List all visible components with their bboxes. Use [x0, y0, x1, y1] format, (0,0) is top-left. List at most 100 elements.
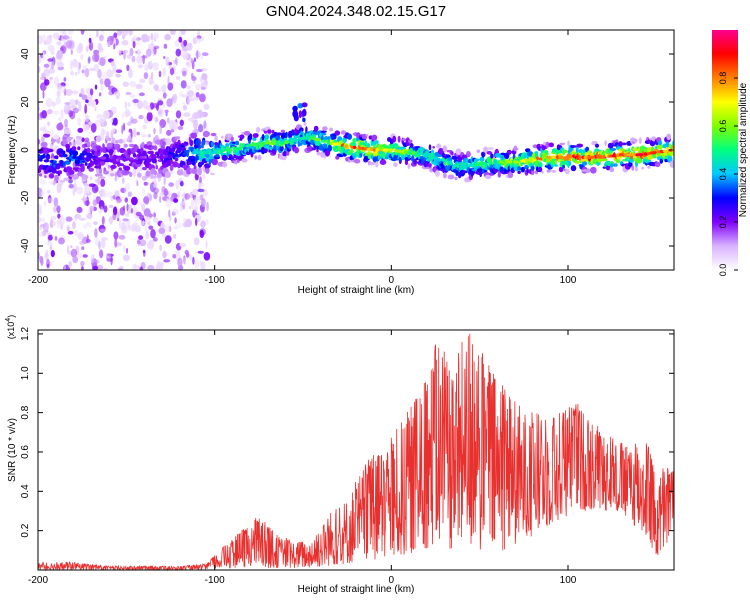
ridge-blob: [279, 145, 284, 152]
noise-blob: [185, 96, 190, 105]
noise-blob: [145, 48, 152, 57]
noise-blob: [129, 116, 134, 124]
ridge-blob: [553, 160, 557, 164]
noise-blob: [130, 208, 134, 214]
noise-blob: [82, 223, 88, 229]
ridge-blob: [633, 138, 638, 144]
snr-y-axis: 0.2 0.4 0.6 0.8 1.0 1.2: [20, 327, 674, 538]
noise-blob: [186, 42, 193, 51]
ridge-blob: [186, 151, 190, 158]
ridge-core: [239, 145, 244, 150]
noise-blob: [47, 58, 54, 62]
noise-blob: [129, 94, 136, 99]
noise-blob: [153, 84, 159, 91]
ridge-blob: [103, 170, 109, 175]
noise-blob: [117, 49, 124, 54]
ridge-blob: [443, 172, 447, 179]
ridge-blob: [174, 157, 179, 162]
noise-blob: [128, 68, 133, 79]
noise-blob: [136, 166, 141, 174]
noise-blob: [99, 34, 104, 42]
noise-blob: [149, 80, 155, 85]
noise-blob: [91, 254, 95, 264]
noise-blob: [182, 47, 189, 52]
noise-blob: [136, 41, 141, 46]
noise-blob: [123, 245, 126, 253]
noise-blob: [135, 211, 142, 217]
ridge-blob: [108, 148, 114, 156]
noise-blob: [168, 64, 173, 69]
noise-blob: [164, 223, 171, 233]
ridge-blob: [99, 173, 103, 178]
noise-blob: [39, 111, 44, 119]
noise-blob: [123, 254, 130, 262]
noise-blob: [177, 257, 183, 267]
noise-blob: [46, 109, 53, 115]
noise-blob: [190, 57, 193, 64]
ridge-blob: [198, 168, 202, 176]
ridge-blob: [202, 139, 206, 146]
ridge-blob: [628, 162, 633, 167]
noise-blob: [70, 245, 73, 249]
noise-blob: [75, 138, 83, 146]
ridge-blob: [470, 156, 474, 164]
noise-blob: [143, 72, 149, 80]
noise-blob: [98, 224, 106, 233]
noise-blob: [56, 224, 60, 229]
ridge-blob: [334, 130, 341, 136]
figure-title: GN04.2024.348.02.15.G17: [266, 3, 446, 20]
ridge-blob: [605, 165, 611, 171]
noise-blob: [152, 62, 159, 71]
noise-blob: [128, 30, 133, 36]
ridge-blob: [568, 161, 572, 166]
noise-blob: [146, 111, 153, 122]
ridge-blob: [442, 145, 448, 152]
noise-blob: [46, 34, 53, 45]
noise-blob: [186, 85, 191, 90]
noise-blob: [160, 222, 165, 229]
ridge-blob: [162, 141, 166, 147]
noise-blob: [182, 102, 185, 106]
noise-blob: [93, 206, 98, 212]
noise-blob: [80, 197, 88, 202]
noise-blob: [150, 229, 156, 239]
noise-blob: [162, 251, 168, 258]
ridge-core: [369, 148, 374, 152]
noise-blob: [121, 112, 125, 119]
ridge-blob: [261, 134, 265, 141]
ridge-blob: [114, 176, 118, 182]
colorbar-tick-label: 0.0: [718, 264, 728, 277]
noise-blob: [49, 76, 53, 81]
secondary-blob: [292, 110, 299, 118]
noise-blob: [68, 183, 75, 189]
noise-blob: [193, 57, 196, 62]
noise-blob: [116, 30, 123, 36]
noise-blob: [203, 103, 210, 111]
ridge-core: [197, 150, 201, 154]
noise-blob: [141, 134, 148, 138]
ridge-core: [174, 153, 179, 157]
ridge-blob: [590, 166, 597, 174]
noise-blob: [163, 175, 166, 186]
ridge-core: [53, 160, 57, 164]
ridge-blob: [563, 150, 569, 153]
noise-blob: [97, 209, 103, 214]
noise-blob: [132, 98, 139, 104]
ridge-blob: [222, 162, 228, 168]
noise-blob: [59, 215, 65, 225]
noise-blob: [118, 219, 122, 229]
x-tick-label: 100: [560, 575, 577, 586]
noise-blob: [152, 187, 160, 194]
noise-blob: [168, 182, 174, 187]
ridge-core: [314, 138, 322, 142]
ridge-core: [436, 158, 443, 162]
noise-blob: [161, 233, 167, 237]
noise-blob: [201, 52, 209, 57]
noise-blob: [73, 182, 78, 192]
ridge-blob: [80, 165, 85, 172]
ridge-blob: [320, 135, 324, 141]
ridge-core: [38, 158, 43, 162]
ridge-blob: [407, 139, 413, 143]
noise-blob: [74, 229, 79, 237]
y-tick-label: 0.4: [20, 484, 31, 498]
